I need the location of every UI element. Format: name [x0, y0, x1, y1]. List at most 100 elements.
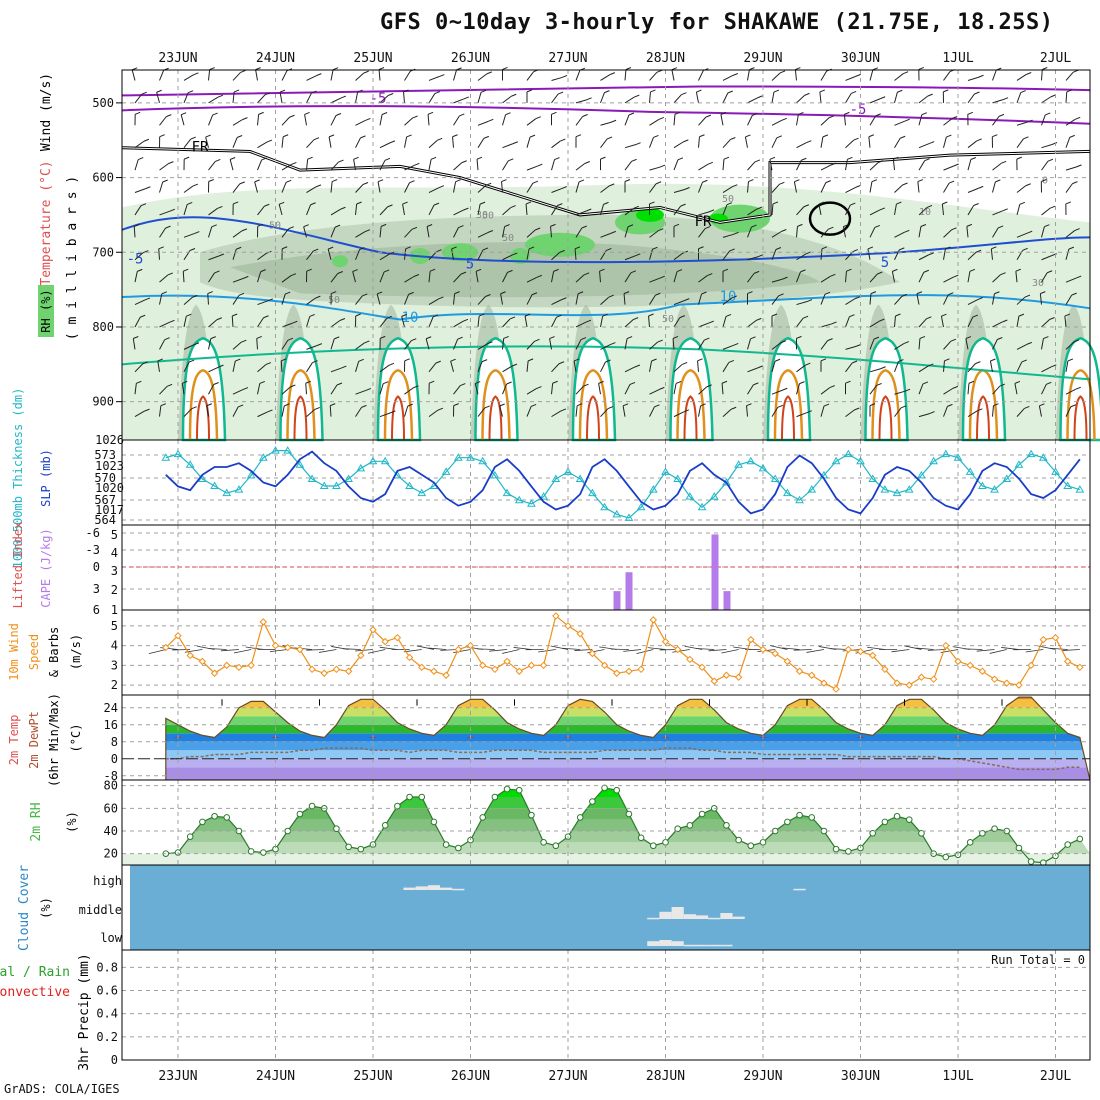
wind-barb-flag: [994, 291, 1000, 295]
rh-tick: 80: [104, 779, 118, 793]
contour-label: 50: [722, 194, 734, 205]
wind-barb-flag: [290, 273, 297, 277]
wind-speed-point: [832, 685, 840, 693]
wind-barb-flag: [651, 358, 657, 362]
wind-barb-flag: [432, 314, 439, 318]
wind-barb-flag: [877, 271, 883, 275]
date-label-bottom: 23JUN: [158, 1069, 197, 1084]
wind-speed-point: [1051, 633, 1060, 642]
wind-barb-flag: [133, 336, 139, 339]
wind-tick: 3: [111, 658, 118, 672]
thickness-point: [978, 481, 987, 490]
wind-barb-flag: [160, 403, 167, 407]
wind-barb: [722, 408, 732, 417]
wind-barb-flag: [781, 229, 787, 232]
wind-barb-flag: [560, 408, 567, 412]
wind-barb: [992, 339, 998, 350]
wind-barb: [1041, 96, 1051, 104]
slp-axis-label: SLP (mb): [39, 449, 53, 507]
wind-barb-flag: [1067, 358, 1074, 362]
wind-barb-flag: [403, 89, 409, 93]
surface-wind-barb: [208, 648, 227, 650]
wind-barb: [967, 251, 977, 261]
surface-wind-barb: [636, 649, 654, 655]
thickness-point: [965, 467, 975, 475]
wind-speed-point: [722, 671, 731, 679]
wind-barb: [1065, 406, 1072, 417]
wind-barb-flag: [874, 224, 881, 228]
wind-barb-flag: [487, 230, 494, 233]
wind-barb-flag: [328, 134, 335, 138]
thickness-point: [161, 453, 171, 461]
wind-barb: [502, 114, 507, 126]
wind-barb: [551, 383, 554, 395]
temp-20-contour: [383, 369, 414, 441]
wind-barb-flag: [794, 179, 800, 183]
wind-speed-point: [478, 661, 487, 670]
wind-barb: [159, 210, 171, 216]
wind-barb: [376, 293, 381, 305]
wind-barb: [845, 159, 848, 171]
surface-wind-barb: [1038, 645, 1056, 650]
wind-barb-flag: [779, 70, 786, 74]
wind-barb: [575, 181, 580, 193]
wind-barb: [306, 297, 316, 305]
wind-barb: [917, 181, 920, 193]
wind-barb: [599, 271, 601, 283]
wind-barb: [379, 226, 382, 238]
wind-barb-flag: [501, 179, 507, 183]
wind-barb: [992, 227, 999, 238]
wind-barb: [698, 182, 703, 193]
wind-barb: [1016, 408, 1025, 417]
wind-barb-flag: [822, 134, 829, 138]
wind-barb: [232, 341, 242, 350]
wind-speed-point: [320, 669, 328, 677]
wind-barb: [281, 339, 289, 350]
wind-barb: [698, 293, 703, 305]
wind-barb: [771, 184, 780, 193]
wind-barb-flag: [828, 115, 835, 119]
wind-barb: [649, 91, 651, 103]
wind-barb: [796, 271, 801, 283]
wind-barb: [551, 188, 562, 193]
wind-barb: [722, 204, 728, 216]
wind-barb: [820, 294, 826, 305]
wind-barb-flag: [411, 338, 417, 342]
wind-barb-flag: [723, 156, 730, 160]
contour-label: 50: [328, 295, 340, 306]
wind-barb: [132, 338, 136, 350]
rh-point: [735, 836, 742, 844]
rh-line: [165, 787, 1081, 864]
wind-barb-flag: [509, 316, 516, 320]
wind-barb: [869, 69, 874, 81]
thickness-point: [807, 485, 817, 493]
surface-wind-barb: [367, 649, 386, 654]
wind-barb-flag: [240, 69, 246, 73]
wind-barb-flag: [805, 251, 812, 255]
contour-label: 10: [402, 310, 419, 326]
temp-band: [165, 707, 1090, 717]
wind-barb: [257, 94, 266, 104]
wind-barb: [1041, 272, 1048, 283]
wind-barb-flag: [806, 410, 812, 414]
wind-barb: [330, 384, 338, 395]
wind-barb-flag: [679, 315, 686, 319]
wind-barb-flag: [512, 252, 518, 256]
wind-barb: [624, 144, 636, 149]
wind-barb: [575, 116, 584, 126]
rh-point: [613, 786, 621, 794]
wind-barb: [526, 248, 530, 260]
wind-barb: [1065, 118, 1076, 126]
wind-barb-flag: [1051, 142, 1058, 145]
wind-barb-flag: [162, 179, 168, 183]
date-label-top: 23JUN: [158, 51, 197, 66]
surface-wind-barb: [964, 648, 983, 650]
wind-barb-flag: [951, 116, 958, 119]
wind-barb-flag: [609, 183, 615, 187]
wind-barb: [477, 343, 488, 350]
wind-barb: [281, 228, 290, 238]
cape-bar: [723, 591, 731, 610]
wind-speed-point: [491, 665, 499, 674]
cloud-bar-middle: [708, 917, 721, 920]
